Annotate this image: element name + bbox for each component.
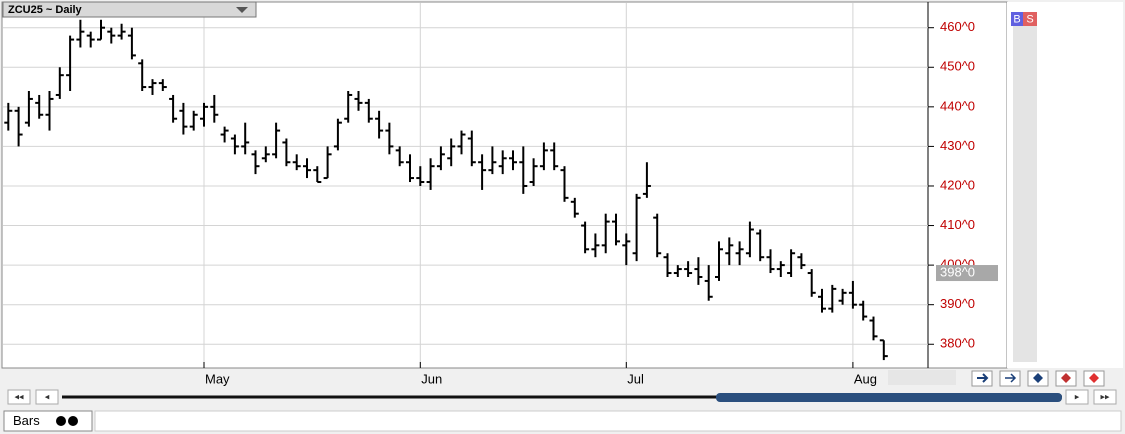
x-tick-label: Aug <box>854 371 877 386</box>
scroll-end[interactable] <box>1093 389 1117 405</box>
y-tick-label: 390^0 <box>940 296 975 311</box>
tool-icon <box>1005 373 1017 383</box>
time-box <box>888 370 956 385</box>
scroll-icon: ▸▸ <box>1100 391 1110 401</box>
buy-button[interactable] <box>1011 12 1023 26</box>
buy-label: B <box>1013 13 1020 25</box>
y-tick-label: 440^0 <box>940 98 975 113</box>
tool-icon <box>1033 373 1043 383</box>
grid: 380^0390^0400^0410^0420^0430^0440^0450^0… <box>3 3 998 386</box>
scroll-icon: ▸ <box>1075 391 1080 401</box>
toolbar <box>971 370 1105 387</box>
tab-label: Bars <box>13 413 40 428</box>
scroll-start[interactable] <box>7 389 31 405</box>
bars <box>4 19 888 361</box>
y-tick-label: 430^0 <box>940 138 975 153</box>
scroll-forward[interactable] <box>1065 389 1089 405</box>
tool-icon <box>977 373 989 383</box>
symbol-box[interactable] <box>2 1 257 18</box>
scroll-icon: ◂ <box>45 391 50 401</box>
tab[interactable] <box>3 410 93 432</box>
sell-label: S <box>1026 13 1033 25</box>
tool-icon <box>1061 373 1071 383</box>
y-tick-label: 460^0 <box>940 19 975 34</box>
x-tick-label: Jun <box>421 371 442 386</box>
scroll-thumb[interactable] <box>716 393 1062 402</box>
tab-icon-dot <box>68 416 78 426</box>
last-price-marker <box>936 265 998 282</box>
y-tick-label: 410^0 <box>940 217 975 232</box>
tab-bar <box>94 410 1122 432</box>
y-tick-label: 450^0 <box>940 59 975 74</box>
tab-icon <box>56 416 78 426</box>
dropdown-arrow[interactable] <box>236 7 248 13</box>
scroll-back[interactable] <box>35 389 59 405</box>
scroll-icon: ◂◂ <box>14 391 24 401</box>
x-tick-label: May <box>205 371 230 386</box>
y-tick-label: 420^0 <box>940 177 975 192</box>
chart-title: ZCU25 ~ Daily <box>8 4 83 16</box>
x-tick-label: Jul <box>627 371 644 386</box>
sell-button[interactable] <box>1023 12 1037 26</box>
last-price-label: 398^0 <box>940 264 975 279</box>
plot-area <box>1 1 1008 369</box>
tab-icon-dot <box>56 416 66 426</box>
order-strip <box>1013 12 1037 362</box>
scrollbar: ◂◂ ◂ ▸ ▸▸ <box>7 389 1117 405</box>
y-tick-label: 380^0 <box>940 336 975 351</box>
tool-icon <box>1089 373 1099 383</box>
